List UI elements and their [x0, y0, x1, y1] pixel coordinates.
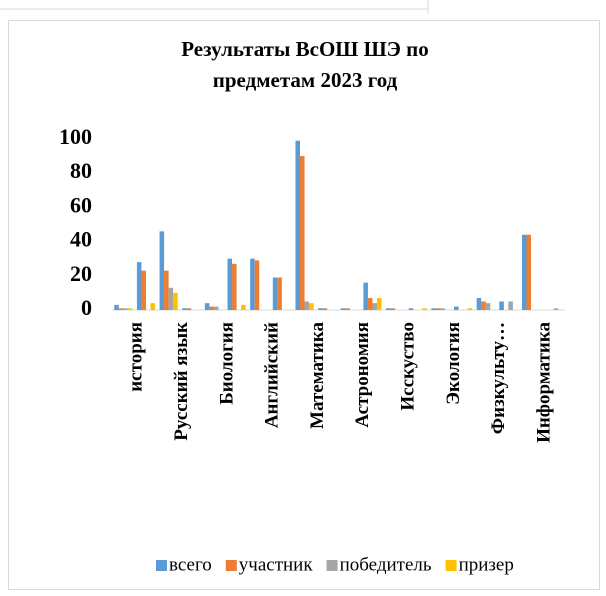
y-tick-label: 60: [70, 192, 92, 217]
legend-swatch: [156, 560, 167, 571]
bar: [440, 308, 445, 310]
y-tick-label: 40: [70, 227, 92, 252]
bar: [241, 304, 246, 310]
bar: [168, 287, 174, 310]
bar: [114, 304, 119, 310]
bar: [345, 308, 350, 310]
x-tick-label: Физкульту…: [488, 322, 509, 434]
bar: [526, 234, 532, 310]
x-tick-label: Астрономия: [352, 322, 373, 428]
bar: [295, 140, 300, 310]
legend-swatch: [445, 560, 457, 571]
bar: [422, 308, 427, 310]
bar: [386, 308, 391, 310]
bar: [164, 270, 169, 310]
bar: [322, 308, 328, 310]
y-tick-label: 80: [70, 158, 92, 183]
bar: [213, 306, 219, 310]
chart-title: Результаты ВсОШ ШЭ по предметам 2023 год: [181, 37, 429, 92]
bar: [141, 270, 146, 310]
bar: [367, 298, 373, 310]
bar: [182, 308, 187, 310]
bar: [309, 303, 314, 310]
bar: [431, 308, 436, 310]
bar: [299, 156, 305, 310]
y-tick-label: 100: [59, 124, 92, 149]
bar: [508, 301, 513, 310]
bar: [186, 308, 192, 310]
legend-label: победитель: [340, 554, 432, 575]
bar: [377, 298, 382, 310]
bar: [340, 308, 346, 310]
bar: [136, 262, 142, 310]
bar: [363, 282, 368, 310]
bar: [318, 308, 323, 310]
bar: [304, 301, 310, 310]
bar: [204, 303, 210, 310]
legend-label: участник: [239, 554, 314, 575]
bar: [123, 308, 128, 310]
x-tick-label: Русский язык: [171, 322, 192, 441]
bar: [408, 308, 414, 310]
bar: [250, 258, 255, 310]
x-tick-label: Английский: [262, 322, 283, 428]
bar: [553, 308, 559, 310]
bar: [272, 277, 278, 310]
x-tick-label: Исскуство: [397, 322, 418, 411]
y-tick-label: 0: [81, 295, 92, 320]
bar: [150, 303, 156, 310]
bar: [467, 308, 473, 310]
bar: [485, 303, 491, 310]
bar: [232, 263, 237, 310]
legend-swatch: [326, 560, 338, 571]
x-tick-label: история: [126, 322, 147, 392]
bar: [227, 258, 233, 310]
x-tick-label: Информатика: [533, 322, 554, 443]
x-tick-label: Биология: [216, 322, 237, 405]
bar: [454, 306, 459, 310]
x-tick-label: Экология: [443, 322, 464, 405]
bar: [481, 301, 486, 310]
bar: [521, 234, 527, 310]
bar: [499, 301, 504, 310]
bar: [372, 303, 378, 310]
bar: [159, 231, 165, 310]
legend-swatch: [225, 560, 237, 571]
y-tick-label: 20: [70, 261, 92, 286]
legend-label: призер: [459, 554, 514, 575]
bar: [173, 292, 178, 310]
bar: [254, 260, 260, 310]
bar: [390, 308, 396, 310]
bar: [127, 308, 133, 310]
bar: [435, 308, 441, 310]
bar: [209, 306, 214, 310]
x-tick-label: Математика: [307, 322, 328, 429]
bar: [476, 298, 482, 310]
legend-label: всего: [169, 554, 212, 575]
bar: [118, 308, 124, 310]
bar: [277, 277, 282, 310]
